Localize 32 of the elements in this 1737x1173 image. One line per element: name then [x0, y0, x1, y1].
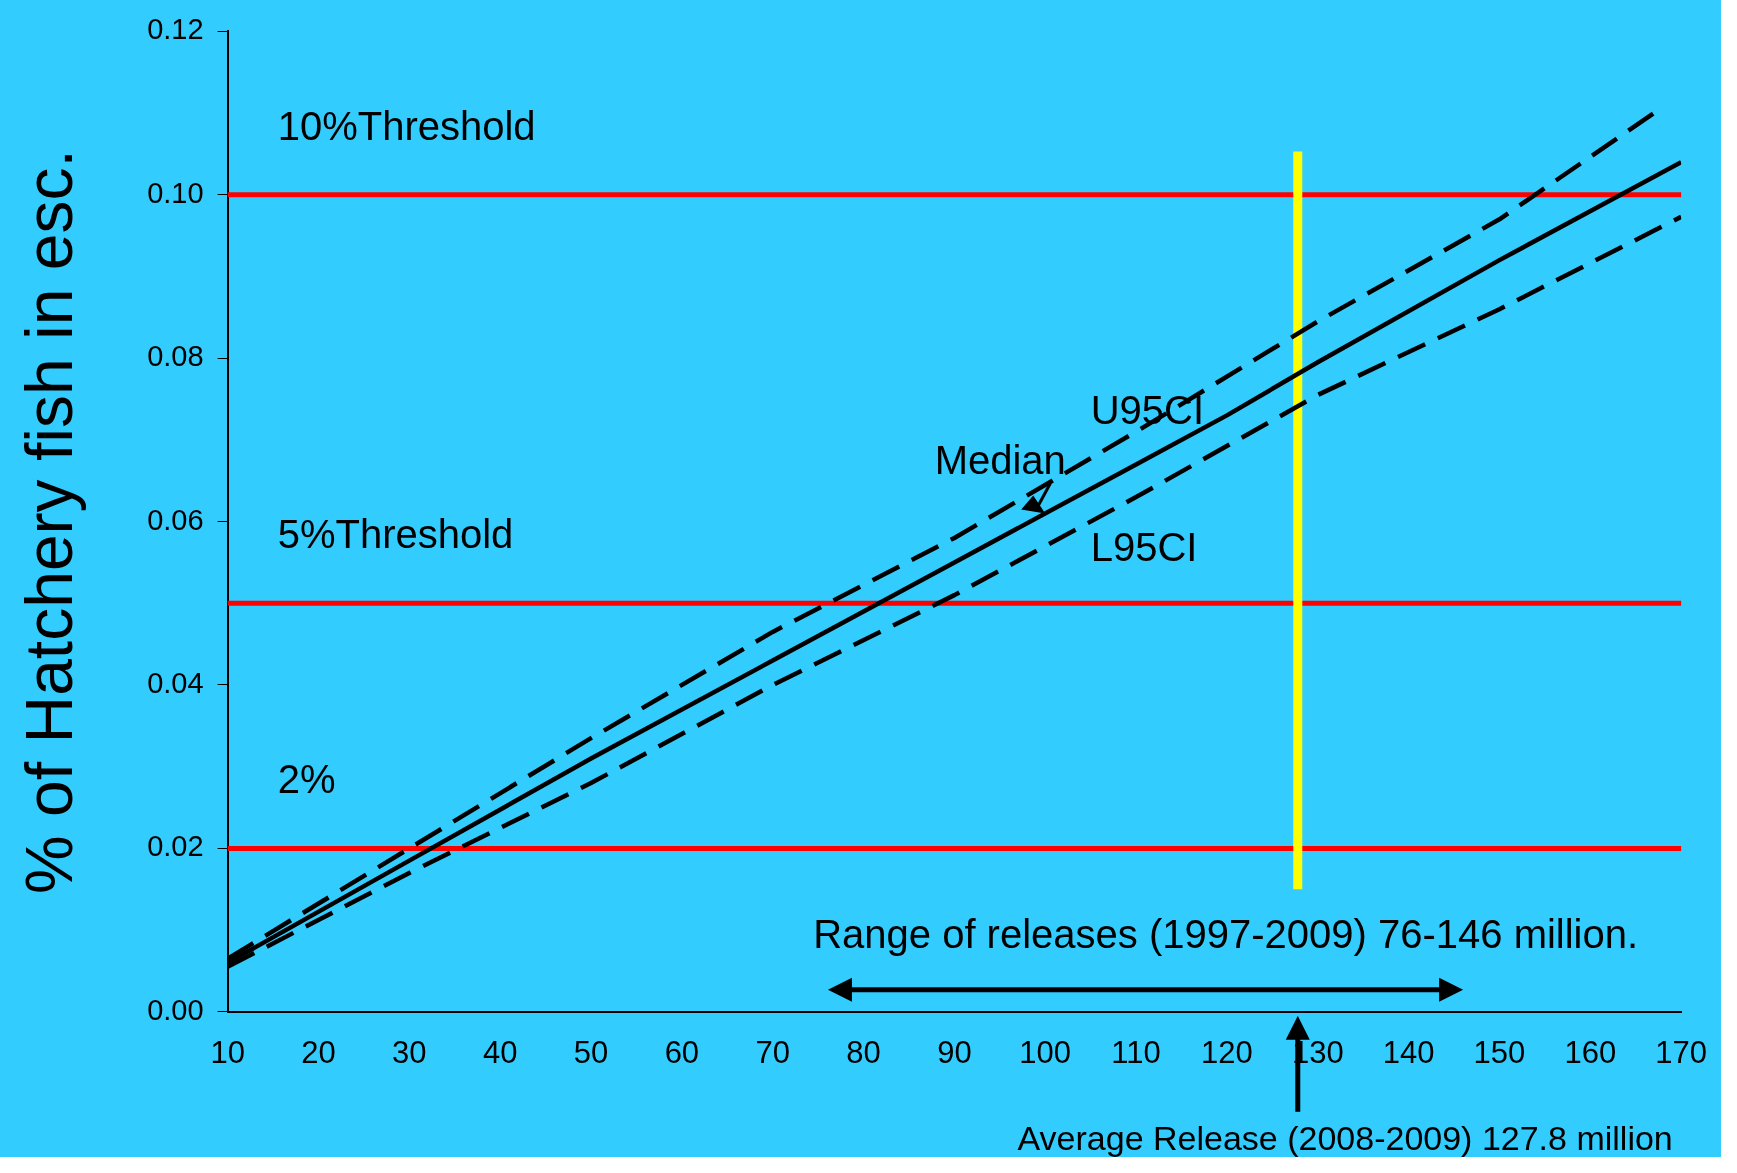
x-tick-label: 160: [1564, 1034, 1617, 1070]
y-tick-label: 0.04: [147, 667, 204, 699]
ref-line-label: 2%: [277, 757, 336, 802]
x-tick-label: 50: [573, 1034, 609, 1070]
x-tick-label: 100: [1019, 1034, 1072, 1070]
x-tick-label: 90: [937, 1034, 972, 1070]
y-tick-label: 0.10: [147, 176, 204, 209]
x-tick-label: 70: [755, 1034, 790, 1070]
x-tick-label: 80: [846, 1034, 881, 1070]
annotation: Range of releases (1997-2009) 76-146 million.: [813, 911, 1639, 956]
x-tick-label: 20: [301, 1034, 336, 1070]
y-tick-label: 0.02: [147, 830, 204, 863]
x-tick-label: 60: [664, 1034, 700, 1070]
series-label: L95CI: [1090, 524, 1198, 569]
ref-line-label: 5%Threshold: [277, 512, 514, 557]
x-tick-label: 30: [392, 1034, 427, 1070]
x-tick-label: 40: [482, 1034, 518, 1070]
x-tick-label: 170: [1655, 1034, 1708, 1070]
y-tick-label: 0.00: [147, 993, 204, 1026]
ref-line-label: 10%Threshold: [277, 103, 536, 148]
y-tick-label: 0.12: [147, 13, 204, 46]
series-label: U95CI: [1090, 388, 1205, 433]
series-label: Median: [934, 438, 1066, 483]
x-tick-label: 110: [1111, 1034, 1161, 1070]
x-tick-label: 120: [1201, 1034, 1253, 1070]
y-tick-label: 0.06: [147, 503, 204, 536]
text: Average Release (2008-2009) 127.8 million: [1017, 1118, 1673, 1157]
y-axis-title: % of Hatchery fish in esc.: [11, 149, 86, 894]
x-tick-label: 140: [1382, 1034, 1435, 1070]
x-tick-label: 150: [1473, 1034, 1526, 1070]
x-tick-label: 10: [210, 1034, 245, 1070]
y-tick-label: 0.08: [147, 340, 204, 373]
